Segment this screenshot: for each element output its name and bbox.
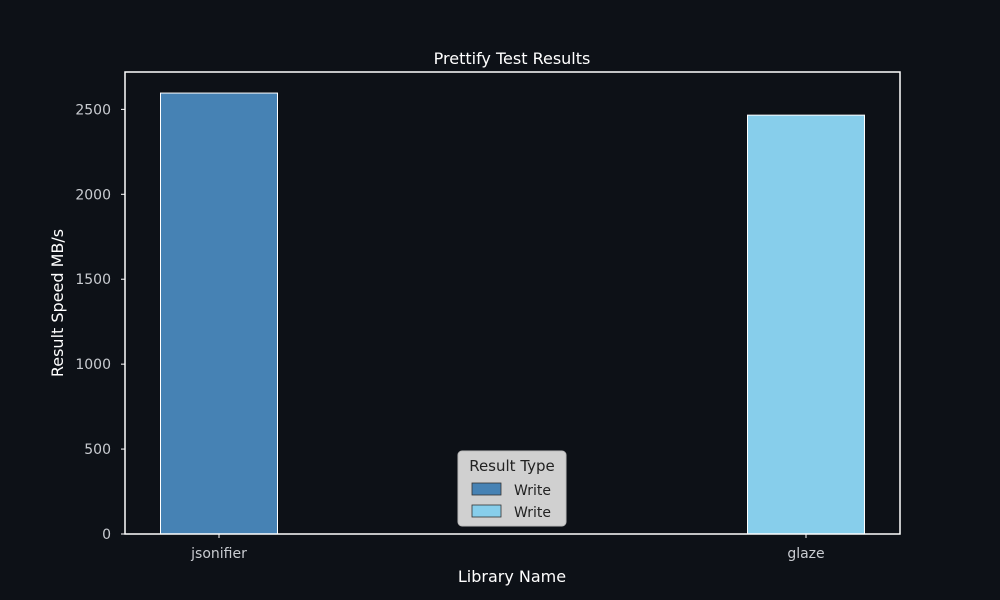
legend-swatch-1	[471, 482, 502, 496]
x-axis-label: Library Name	[458, 567, 566, 586]
legend-swatch-2	[471, 504, 502, 518]
chart-title: Prettify Test Results	[434, 49, 591, 68]
x-axis-ticks: jsonifier glaze	[190, 534, 825, 562]
plot-frame	[124, 71, 901, 535]
y-axis-ticks: 0 500 1000 1500 2000 2500	[75, 102, 125, 543]
y-tick-label: 2500	[75, 102, 111, 118]
y-tick-label: 0	[102, 527, 111, 543]
y-tick-label: 500	[84, 442, 111, 458]
y-tick-label: 2000	[75, 187, 111, 203]
legend: Result Type Write Write	[457, 450, 567, 527]
legend-entry-1: Write	[514, 483, 551, 499]
bar-jsonifier	[160, 92, 278, 535]
legend-title: Result Type	[469, 457, 555, 475]
x-tick-label-glaze: glaze	[787, 546, 824, 562]
bars-layer	[160, 92, 865, 535]
y-tick-label: 1000	[75, 357, 111, 373]
x-tick-label-jsonifier: jsonifier	[190, 546, 247, 562]
bar-glaze	[747, 114, 865, 535]
y-tick-label: 1500	[75, 272, 111, 288]
y-axis-label: Result Speed MB/s	[48, 229, 67, 377]
legend-entry-2: Write	[514, 505, 551, 521]
